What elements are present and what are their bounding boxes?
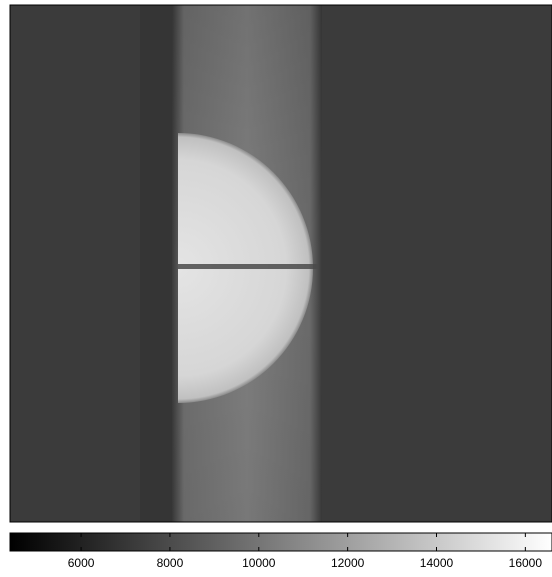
colorbar-tick-label: 8000: [157, 556, 184, 570]
colorbar: [9, 532, 552, 552]
colorbar-tick-label: 14000: [420, 556, 454, 570]
colorbar-tick-label: 16000: [509, 556, 543, 570]
colorbar-tick-label: 10000: [242, 556, 276, 570]
image: [10, 5, 552, 522]
image-frame: [9, 4, 552, 523]
colorbar-tick-label: 12000: [331, 556, 365, 570]
colorbar-tick-label: 6000: [68, 556, 95, 570]
